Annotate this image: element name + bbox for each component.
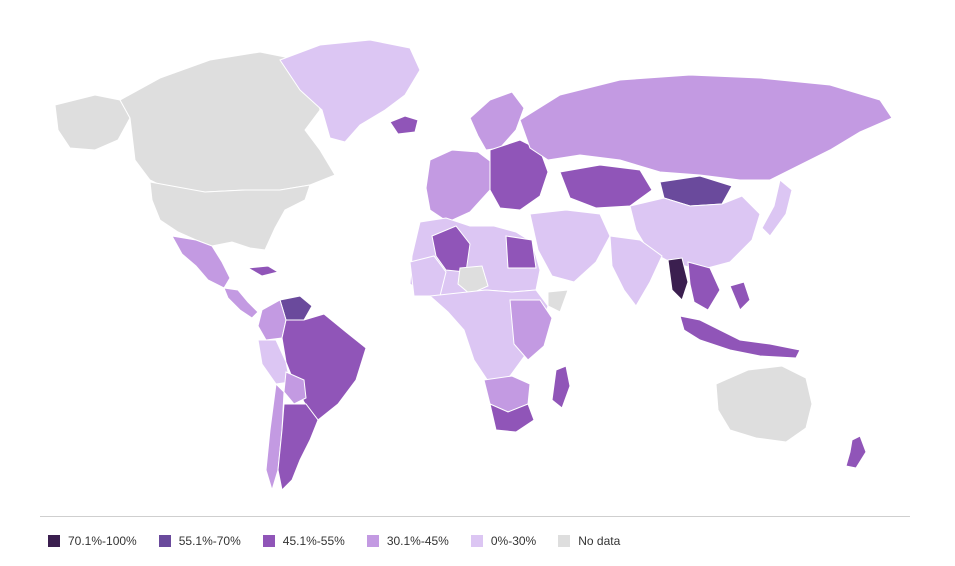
map-legend: 70.1%-100% 55.1%-70% 45.1%-55% 30.1%-45%… — [48, 530, 642, 552]
region-sahel-nodata[interactable] — [457, 265, 569, 313]
region-kazakhstan[interactable] — [559, 164, 653, 209]
legend-label: No data — [578, 534, 621, 548]
region-mexico[interactable] — [171, 235, 231, 289]
legend-label: 55.1%-70% — [178, 534, 241, 548]
region-chile[interactable] — [265, 382, 285, 492]
legend-label: 0%-30% — [490, 534, 537, 548]
legend-item-55-70: 55.1%-70% — [158, 534, 241, 548]
region-algeria-west[interactable] — [409, 255, 447, 297]
region-india[interactable] — [609, 235, 663, 307]
region-middle-east[interactable] — [529, 209, 611, 283]
legend-swatch — [558, 535, 571, 547]
legend-item-70-100: 70.1%-100% — [48, 534, 137, 548]
legend-item-0-30: 0%-30% — [470, 534, 537, 548]
region-west-europe[interactable] — [425, 149, 495, 223]
legend-swatch — [366, 535, 379, 547]
region-south-africa[interactable] — [489, 403, 535, 433]
legend-label: 45.1%-55% — [282, 534, 345, 548]
region-east-africa[interactable] — [509, 299, 553, 361]
region-australia[interactable] — [715, 365, 813, 443]
region-canada[interactable] — [119, 51, 336, 193]
region-indonesia[interactable] — [679, 315, 801, 359]
region-east-europe[interactable] — [489, 139, 549, 211]
legend-item-45-55: 45.1%-55% — [262, 534, 345, 548]
legend-divider — [40, 516, 910, 517]
legend-swatch — [48, 535, 60, 547]
region-usa[interactable] — [149, 181, 311, 251]
region-greenland[interactable] — [279, 39, 421, 143]
region-cuba[interactable] — [246, 265, 280, 277]
region-colombia[interactable] — [257, 299, 287, 341]
world-map-svg — [54, 39, 893, 492]
region-madagascar[interactable] — [551, 365, 571, 409]
world-map — [54, 39, 893, 492]
legend-swatch — [158, 535, 171, 547]
region-myanmar[interactable] — [667, 257, 689, 301]
region-egypt[interactable] — [505, 235, 537, 269]
region-new-zealand[interactable] — [845, 435, 867, 469]
region-bolivia[interactable] — [283, 371, 307, 405]
legend-swatch — [470, 535, 483, 547]
region-central-america[interactable] — [223, 287, 259, 319]
region-southeast-asia[interactable] — [687, 261, 751, 311]
legend-swatch — [262, 535, 275, 547]
region-scandinavia[interactable] — [469, 91, 525, 151]
region-iceland[interactable] — [389, 115, 419, 135]
legend-item-30-45: 30.1%-45% — [366, 534, 449, 548]
legend-label: 30.1%-45% — [386, 534, 449, 548]
region-japan[interactable] — [761, 179, 793, 237]
region-russia[interactable] — [519, 74, 893, 181]
legend-item-no-data: No data — [558, 534, 620, 548]
region-argentina[interactable] — [277, 403, 319, 492]
legend-label: 70.1%-100% — [68, 534, 137, 548]
region-alaska[interactable] — [54, 94, 131, 151]
